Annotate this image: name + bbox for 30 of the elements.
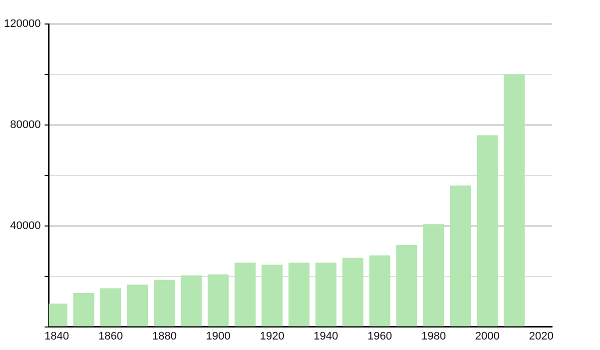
bar	[450, 185, 471, 326]
bar	[423, 224, 444, 326]
bar	[342, 258, 364, 326]
x-tick-label: 1960	[368, 330, 392, 342]
bar	[100, 288, 122, 326]
bar	[315, 262, 336, 326]
bar	[73, 292, 94, 326]
x-tick-label: 1840	[44, 330, 70, 342]
bar	[262, 264, 283, 326]
x-tick-label: 1900	[206, 330, 231, 342]
bar	[288, 262, 310, 326]
x-tick-label: 2000	[475, 330, 500, 342]
y-tick-label: 120000	[4, 18, 41, 30]
x-tick-label: 1920	[260, 330, 284, 342]
x-tick-label: 1940	[314, 330, 338, 342]
bar	[234, 262, 256, 326]
bar	[369, 255, 390, 326]
bar	[127, 284, 148, 326]
x-tick-label: 1980	[421, 330, 446, 342]
x-tick-label: 1880	[152, 330, 177, 342]
bar	[180, 275, 202, 326]
y-tick-label: 40000	[10, 220, 41, 232]
x-tick-label: 1860	[98, 330, 123, 342]
bar	[504, 74, 525, 326]
bar	[476, 135, 498, 326]
bar	[208, 274, 229, 326]
x-tick-label: 2020	[528, 330, 554, 342]
bar	[396, 245, 418, 326]
bar	[154, 280, 175, 326]
y-tick-label: 80000	[10, 118, 41, 131]
